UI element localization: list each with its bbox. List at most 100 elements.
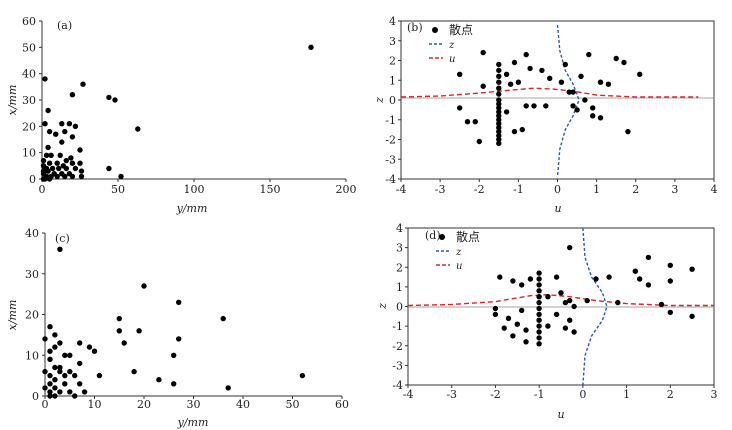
panel-d-z-curve <box>582 227 608 386</box>
panel-b-xtick-label: 0 <box>554 183 561 196</box>
panel-d-xtick-label: -1 <box>534 388 545 401</box>
panel-d-xtick-label: -3 <box>446 388 457 401</box>
panel-b-data-point <box>523 103 529 109</box>
panel-b-data-point <box>496 67 502 74</box>
panel-b-data-point <box>605 81 612 87</box>
panel-a-data-point <box>43 152 50 158</box>
panel-d-data-point <box>510 333 516 339</box>
panel-b-ytick-label: -3 <box>385 153 396 166</box>
panel-c-data-point <box>47 324 53 330</box>
panel-c-data-point <box>62 352 68 358</box>
panel-c-ytick-label: 20 <box>25 309 39 322</box>
panel-d-data-point <box>492 305 499 312</box>
panel-b-data-point <box>503 109 510 115</box>
panel-d-data-point <box>658 301 665 308</box>
panel-c-ytick-label: 10 <box>25 349 39 362</box>
panel-a-data-point <box>118 173 124 180</box>
panel-b-ytick-label: 4 <box>389 15 396 28</box>
panel-d-data-point <box>519 282 525 288</box>
panel-c-data-point <box>72 393 78 399</box>
panel-a-data-point <box>106 165 112 172</box>
panel-b-data-point <box>496 97 502 103</box>
panel-a-xtick-label: 100 <box>184 183 205 196</box>
panel-d-xtick-label: 0 <box>579 388 586 401</box>
panel-d-ytick-label: -4 <box>392 379 403 392</box>
panel-d-data-point <box>536 329 542 335</box>
panel-b-data-point <box>613 55 619 62</box>
panel-b-xtick-label: -1 <box>513 183 524 196</box>
panel-b-xtick-label: 2 <box>632 183 639 196</box>
panel-d-data-point <box>645 254 652 261</box>
panel-c-data-point <box>52 393 58 399</box>
panel-d-ytick-label: -1 <box>392 320 403 333</box>
panel-d-data-point <box>567 244 573 251</box>
panel-b-data-point <box>511 128 518 135</box>
panel-c-data-point <box>47 389 53 395</box>
panel-b-data-point <box>558 79 565 85</box>
panel-d-frame <box>407 227 715 386</box>
panel-d-xtick-label: -2 <box>490 388 501 401</box>
panel-a-data-point <box>69 173 76 180</box>
panel-b-data-point <box>496 128 502 135</box>
panel-c-data-point <box>141 283 147 289</box>
panel-b-data-point <box>496 61 502 68</box>
panel-c-data-point <box>57 389 63 395</box>
panel-a-data-point <box>69 160 76 166</box>
panel-d-data-point <box>497 274 503 280</box>
panel-b-legend-label: 散点 <box>449 22 473 37</box>
panel-d-ytick-label: 1 <box>396 281 403 294</box>
panel-d-xlabel: u <box>557 408 564 421</box>
panel-d-data-point <box>689 313 695 319</box>
panel-a-ylabel: x/mm <box>6 85 19 116</box>
panel-c-data-point <box>47 393 53 399</box>
panel-a-xtick-label: 200 <box>336 183 357 196</box>
panel-c-data-point <box>62 372 68 379</box>
panel-b-u-curve <box>400 87 699 98</box>
panel-a-data-point <box>59 139 65 145</box>
panel-a-data-point <box>78 173 85 180</box>
panel-c-label: (c) <box>55 232 70 245</box>
panel-c-data-point <box>86 344 93 350</box>
panel-c-xlabel: y/mm <box>177 416 209 429</box>
panel-d-data-point <box>523 339 529 345</box>
panel-a-ytick-label: 10 <box>22 147 36 160</box>
panel-c-data-point <box>47 348 53 354</box>
panel-d-data-point <box>689 266 695 272</box>
panel-b-data-point <box>476 138 482 145</box>
panel-c-xtick-label: 60 <box>335 398 349 411</box>
panel-b-ytick-label: 1 <box>389 74 396 87</box>
panel-b-data-point <box>496 121 502 127</box>
panel-b-label: (b) <box>407 21 423 34</box>
panel-c-data-point <box>176 299 182 305</box>
panel-d-ytick-label: 2 <box>396 261 403 274</box>
panel-c-data-point <box>47 356 53 362</box>
panel-d-data-point <box>536 270 542 276</box>
panel-c-data-point <box>77 381 83 387</box>
panel-d-data-point <box>523 327 529 333</box>
panel-d-data-point <box>667 262 673 268</box>
panel-d-data-point <box>536 288 542 294</box>
panel-b-data-point <box>543 103 549 109</box>
panel-c-data-point <box>116 328 123 334</box>
panel-b-data-point <box>496 140 502 147</box>
panel-c-data-point <box>121 340 127 346</box>
panel-a-data-point <box>69 134 76 140</box>
panel-b-data-point <box>625 128 631 135</box>
panel-d-data-point <box>536 341 542 347</box>
panel-c-data-point <box>57 364 63 371</box>
panel-b-data-point <box>590 105 596 111</box>
panel-b-ytick-label: -4 <box>385 173 396 186</box>
panel-b-ytick-label: 2 <box>389 55 396 68</box>
panel-b-data-point <box>637 71 643 78</box>
panel-c-data-point <box>67 352 73 358</box>
panel-a-ytick-label: 40 <box>22 68 36 81</box>
panel-b-xtick-label: -3 <box>435 183 446 196</box>
panel-a-data-point <box>69 92 76 98</box>
panel-d-data-point <box>632 268 638 274</box>
panel-c-ytick-label: 0 <box>32 390 39 403</box>
panel-d-data-point <box>536 299 542 306</box>
panel-c-data-point <box>47 381 53 387</box>
panel-a-data-point <box>112 97 118 103</box>
panel-c-data-point <box>72 372 78 379</box>
